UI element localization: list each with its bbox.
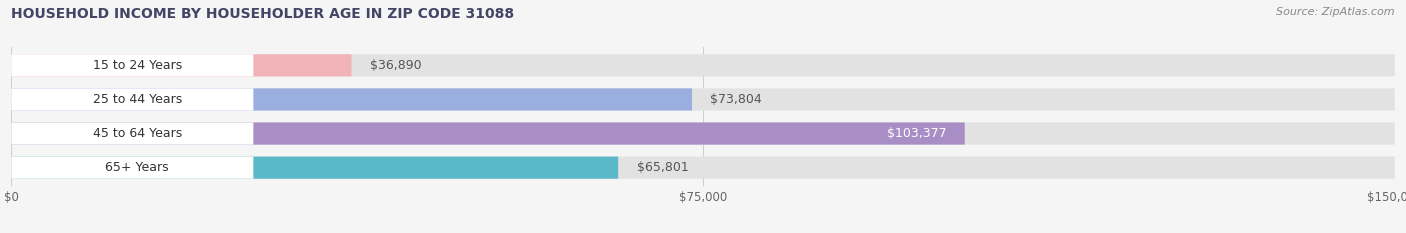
- FancyBboxPatch shape: [11, 54, 253, 76]
- FancyBboxPatch shape: [11, 54, 1395, 76]
- FancyBboxPatch shape: [11, 88, 692, 110]
- FancyBboxPatch shape: [11, 157, 253, 179]
- Text: $73,804: $73,804: [710, 93, 762, 106]
- FancyBboxPatch shape: [11, 123, 253, 145]
- Text: 15 to 24 Years: 15 to 24 Years: [93, 59, 181, 72]
- FancyBboxPatch shape: [11, 157, 619, 179]
- Text: $36,890: $36,890: [370, 59, 422, 72]
- Text: 65+ Years: 65+ Years: [105, 161, 169, 174]
- Text: 45 to 64 Years: 45 to 64 Years: [93, 127, 181, 140]
- FancyBboxPatch shape: [11, 123, 965, 145]
- FancyBboxPatch shape: [11, 123, 1395, 145]
- FancyBboxPatch shape: [11, 54, 352, 76]
- FancyBboxPatch shape: [11, 157, 1395, 179]
- Text: 25 to 44 Years: 25 to 44 Years: [93, 93, 181, 106]
- Text: HOUSEHOLD INCOME BY HOUSEHOLDER AGE IN ZIP CODE 31088: HOUSEHOLD INCOME BY HOUSEHOLDER AGE IN Z…: [11, 7, 515, 21]
- FancyBboxPatch shape: [11, 88, 253, 110]
- FancyBboxPatch shape: [11, 88, 1395, 110]
- Text: $103,377: $103,377: [887, 127, 946, 140]
- Text: Source: ZipAtlas.com: Source: ZipAtlas.com: [1277, 7, 1395, 17]
- Text: $65,801: $65,801: [637, 161, 689, 174]
